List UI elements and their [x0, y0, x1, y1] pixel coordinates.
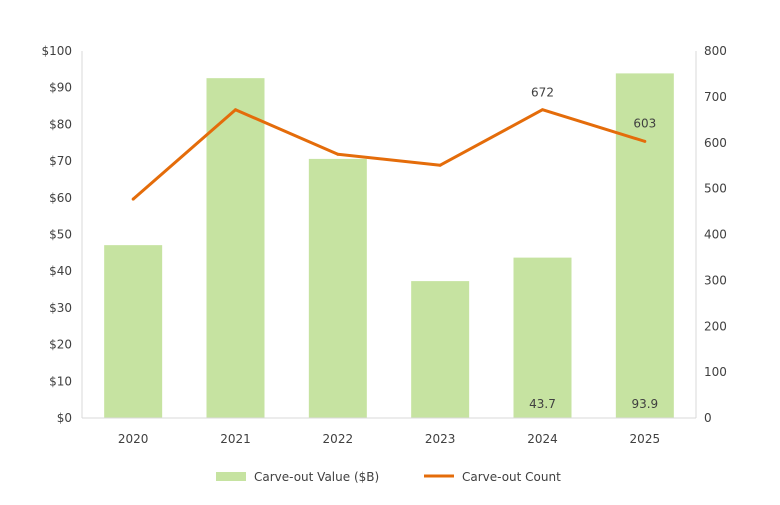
- x-tick-label: 2021: [220, 432, 251, 446]
- bar-data-label: 43.7: [529, 397, 556, 411]
- line-point-2021: [234, 108, 237, 112]
- y-left-tick-label: $20: [49, 338, 72, 352]
- x-tick-label: 2024: [527, 432, 558, 446]
- x-tick-label: 2022: [323, 432, 354, 446]
- y-right-tick-label: 0: [704, 411, 712, 425]
- bar-2022: [308, 158, 367, 418]
- y-left-tick-label: $60: [49, 191, 72, 205]
- legend: Carve-out Value ($B) Carve-out Count: [216, 470, 561, 484]
- line-point-2025: [643, 139, 647, 143]
- legend-label-bars: Carve-out Value ($B): [254, 470, 379, 484]
- y-left-tick-label: $10: [49, 374, 72, 388]
- y-right-tick-label: 200: [704, 319, 727, 333]
- y-left-tick-label: $90: [49, 81, 72, 95]
- line-data-label: 603: [633, 116, 656, 130]
- y-right-tick-label: 100: [704, 365, 727, 379]
- bar-2025: [615, 73, 674, 419]
- bar-2024: [513, 257, 572, 418]
- y-right-tick-label: 800: [704, 44, 727, 58]
- y-left-tick-label: $40: [49, 264, 72, 278]
- y-left-tick-label: $100: [41, 44, 72, 58]
- legend-swatch-bars: [216, 472, 246, 481]
- bar-2023: [411, 281, 470, 418]
- y-right-tick-label: 500: [704, 182, 727, 196]
- y-left-tick-label: $70: [49, 154, 72, 168]
- line-point-2020: [131, 197, 135, 201]
- bar-2020: [104, 245, 163, 418]
- y-right-tick-label: 700: [704, 90, 727, 104]
- line-data-label: 672: [531, 86, 554, 100]
- legend-label-line: Carve-out Count: [462, 470, 561, 484]
- y-left-tick-label: $0: [57, 411, 72, 425]
- y-right-tick-label: 600: [704, 136, 727, 150]
- x-tick-label: 2023: [425, 432, 456, 446]
- line-point-2023: [438, 163, 442, 167]
- count-line: [132, 108, 646, 201]
- bar-2021: [206, 78, 265, 419]
- y-left-tick-label: $50: [49, 228, 72, 242]
- y-right-tick-label: 300: [704, 273, 727, 287]
- y-left-tick-label: $80: [49, 117, 72, 131]
- x-tick-label: 2020: [118, 432, 149, 446]
- y-right-tick-label: 400: [704, 228, 727, 242]
- bar-data-label: 93.9: [631, 397, 658, 411]
- line-point-2024: [541, 108, 544, 112]
- line-point-2022: [336, 152, 340, 156]
- y-left-tick-label: $30: [49, 301, 72, 315]
- x-tick-label: 2025: [630, 432, 661, 446]
